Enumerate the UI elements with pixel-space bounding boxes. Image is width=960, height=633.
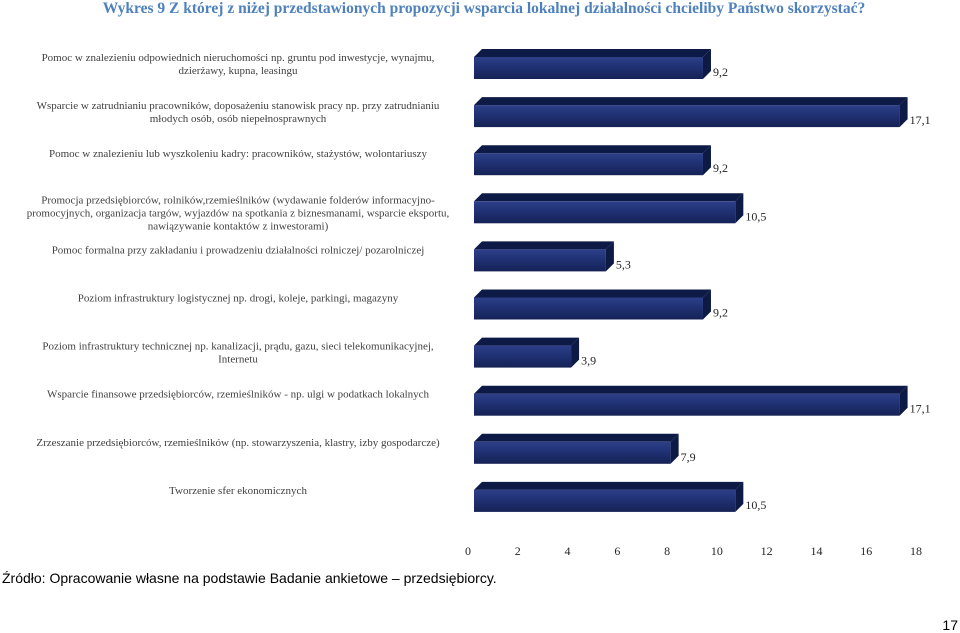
category-label-line: Pomoc formalna przy zakładaniu i prowadz…	[52, 244, 425, 256]
bar-front-face	[474, 393, 900, 416]
bar-5	[474, 289, 711, 320]
bar-front-face	[474, 249, 606, 272]
bar-side-face	[605, 241, 614, 272]
bar-2	[474, 145, 711, 176]
category-label-line: Internetu	[218, 354, 258, 366]
value-label-3: 10,5	[745, 209, 766, 223]
bar-front-face	[474, 105, 900, 128]
bar-top-face	[474, 385, 908, 394]
value-label-7: 17,1	[910, 402, 931, 416]
value-label-2: 9,2	[713, 161, 728, 175]
category-label-line: Pomoc w znalezieniu lub wyszkoleniu kadr…	[49, 148, 427, 160]
category-label-8: Zrzeszanie przedsiębiorców, rzemieślnikó…	[36, 437, 440, 449]
x-tick-label: 12	[761, 544, 773, 558]
category-label-9: Tworzenie sfer ekonomicznych	[169, 485, 307, 497]
category-label-line: Wsparcie w zatrudnianiu pracowników, dop…	[37, 100, 440, 112]
value-label-1: 17,1	[910, 113, 931, 127]
value-label-6: 3,9	[581, 354, 596, 368]
bar-side-face	[702, 145, 711, 176]
category-label-line: Zrzeszanie przedsiębiorców, rzemieślnikó…	[36, 437, 440, 449]
bar-side-face	[735, 193, 744, 224]
bar-front-face	[474, 441, 671, 464]
bar-side-face	[899, 97, 908, 128]
chart-title: Wykres 9 Z której z niżej przedstawionyc…	[103, 0, 865, 17]
bar-top-face	[474, 433, 679, 442]
category-label-line: promocyjnych, organizacja targów, wyjazd…	[27, 207, 450, 219]
bar-top-face	[474, 241, 614, 250]
value-label-0: 9,2	[713, 65, 728, 79]
bar-side-face	[702, 49, 711, 79]
bar-front-face	[474, 153, 703, 176]
bar-0	[474, 49, 711, 79]
value-label-5: 9,2	[713, 306, 728, 320]
x-tick-label: 16	[860, 544, 872, 558]
x-tick-label: 2	[515, 544, 521, 558]
bar-6	[474, 337, 580, 368]
bar-top-face	[474, 145, 711, 154]
bar-front-face	[474, 201, 736, 224]
bar-top-face	[474, 481, 744, 490]
bar-front-face	[474, 345, 572, 368]
value-label-8: 7,9	[681, 450, 696, 464]
bar-side-face	[702, 289, 711, 320]
bar-top-face	[474, 289, 711, 298]
category-label-line: Pomoc w znalezieniu odpowiednich nieruch…	[42, 52, 435, 64]
category-label-0: Pomoc w znalezieniu odpowiednich nieruch…	[42, 52, 435, 77]
category-label-line: Promocja przedsiębiorców, rolników,rzemi…	[41, 194, 435, 206]
bar-front-face	[474, 489, 736, 512]
category-label-6: Poziom infrastruktury technicznej np. ka…	[42, 341, 434, 366]
x-tick-label: 4	[565, 544, 571, 558]
category-label-line: nawiązywanie kontaktów z inwestorami)	[148, 220, 329, 232]
category-label-3: Promocja przedsiębiorców, rolników,rzemi…	[27, 194, 450, 232]
category-label-line: Poziom infrastruktury logistycznej np. d…	[78, 293, 399, 305]
category-label-line: Tworzenie sfer ekonomicznych	[169, 485, 307, 497]
category-label-7: Wsparcie finansowe przedsiębiorców, rzem…	[47, 389, 430, 401]
category-label-4: Pomoc formalna przy zakładaniu i prowadz…	[52, 244, 425, 256]
value-label-4: 5,3	[616, 257, 631, 271]
page-number: 17	[942, 617, 958, 633]
bar-side-face	[571, 337, 580, 368]
bar-8	[474, 433, 679, 464]
category-label-5: Poziom infrastruktury logistycznej np. d…	[78, 293, 399, 305]
bar-top-face	[474, 337, 580, 346]
x-tick-label: 0	[465, 544, 471, 558]
bar-7	[474, 385, 908, 416]
x-tick-label: 6	[614, 544, 620, 558]
category-label-1: Wsparcie w zatrudnianiu pracowników, dop…	[37, 100, 440, 125]
bar-top-face	[474, 193, 744, 202]
bar-1	[474, 97, 908, 128]
x-tick-label: 8	[664, 544, 670, 558]
bar-4	[474, 241, 614, 272]
category-label-line: Poziom infrastruktury technicznej np. ka…	[42, 341, 434, 353]
bar-chart: Wykres 9 Z której z niżej przedstawionyc…	[27, 0, 931, 558]
bar-3	[474, 193, 744, 224]
category-label-line: dzierżawy, kupna, leasingu	[178, 65, 298, 77]
category-label-2: Pomoc w znalezieniu lub wyszkoleniu kadr…	[49, 148, 427, 160]
bar-side-face	[670, 433, 679, 464]
x-tick-label: 10	[711, 544, 723, 558]
value-label-9: 10,5	[745, 498, 766, 512]
bar-side-face	[735, 481, 744, 512]
bar-front-face	[474, 297, 703, 320]
category-label-line: Wsparcie finansowe przedsiębiorców, rzem…	[47, 389, 430, 401]
source-note: Źródło: Opracowanie własne na podstawie …	[2, 570, 497, 586]
bar-9	[474, 481, 744, 512]
bar-front-face	[474, 57, 703, 79]
x-tick-label: 18	[910, 544, 922, 558]
bar-top-face	[474, 49, 711, 57]
bar-side-face	[899, 385, 908, 416]
x-tick-label: 14	[810, 544, 822, 558]
bar-top-face	[474, 97, 908, 106]
category-label-line: młodych osób, osób niepełnosprawnych	[150, 113, 327, 125]
